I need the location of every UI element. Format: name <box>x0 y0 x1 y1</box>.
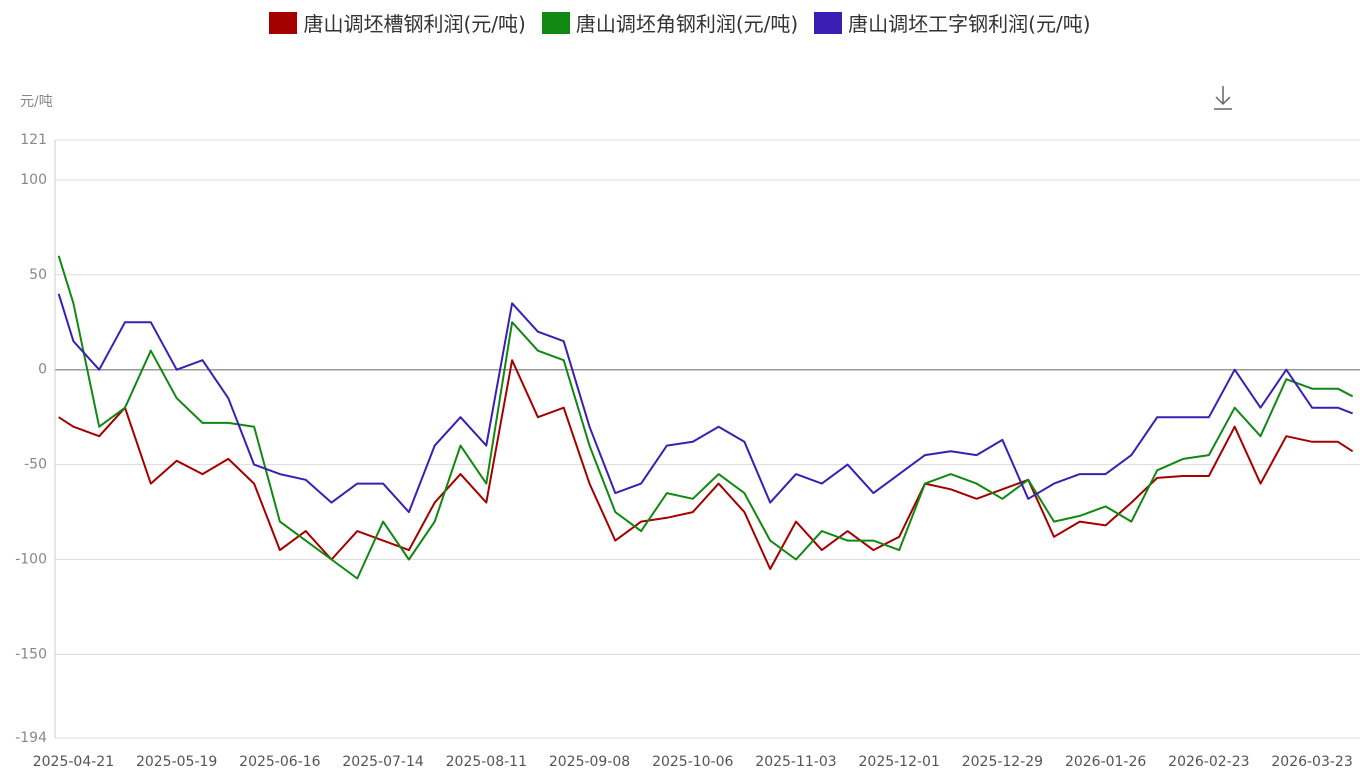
download-icon[interactable] <box>1214 86 1232 110</box>
y-tick-label: -150 <box>15 646 47 662</box>
y-tick-label: 100 <box>20 172 47 188</box>
x-tick-label: 2025-07-14 <box>342 754 423 770</box>
y-tick-label: -194 <box>15 730 47 746</box>
legend-label: 唐山调坯角钢利润(元/吨) <box>575 12 799 36</box>
x-tick-label: 2026-01-26 <box>1065 754 1146 770</box>
x-tick-label: 2026-03-23 <box>1271 754 1352 770</box>
legend-item[interactable]: 唐山调坯角钢利润(元/吨) <box>541 8 799 37</box>
x-tick-label: 2025-10-06 <box>652 754 733 770</box>
y-tick-label: 0 <box>38 362 47 378</box>
y-tick-label: -100 <box>15 552 47 568</box>
series-line <box>58 359 1354 570</box>
legend-label: 唐山调坯槽钢利润(元/吨) <box>303 12 526 36</box>
y-tick-label: 50 <box>29 267 47 283</box>
legend-label: 唐山调坯工字钢利润(元/吨) <box>848 12 1091 36</box>
x-tick-label: 2025-11-03 <box>755 754 836 770</box>
x-tick-label: 2025-08-11 <box>446 754 527 770</box>
legend: 唐山调坯槽钢利润(元/吨) 唐山调坯角钢利润(元/吨) 唐山调坯工字钢利润(元/吨) <box>0 8 1360 37</box>
x-tick-label: 2025-04-21 <box>33 754 114 770</box>
y-axis-unit: 元/吨 <box>20 94 53 110</box>
legend-swatch <box>814 11 843 34</box>
x-tick-label: 2025-06-16 <box>239 754 320 770</box>
legend-swatch <box>269 11 298 34</box>
y-tick-label: 121 <box>20 132 47 148</box>
legend-item[interactable]: 唐山调坯工字钢利润(元/吨) <box>814 8 1091 37</box>
legend-item[interactable]: 唐山调坯槽钢利润(元/吨) <box>269 8 526 37</box>
series-line <box>57 255 1354 580</box>
x-tick-label: 2025-12-29 <box>962 754 1043 770</box>
legend-swatch <box>541 11 570 34</box>
x-tick-label: 2026-02-23 <box>1168 754 1249 770</box>
x-tick-label: 2025-05-19 <box>136 754 217 770</box>
series-line <box>57 293 1353 514</box>
y-tick-label: -50 <box>24 457 47 473</box>
x-tick-label: 2025-12-01 <box>859 754 940 770</box>
x-tick-label: 2025-09-08 <box>549 754 630 770</box>
